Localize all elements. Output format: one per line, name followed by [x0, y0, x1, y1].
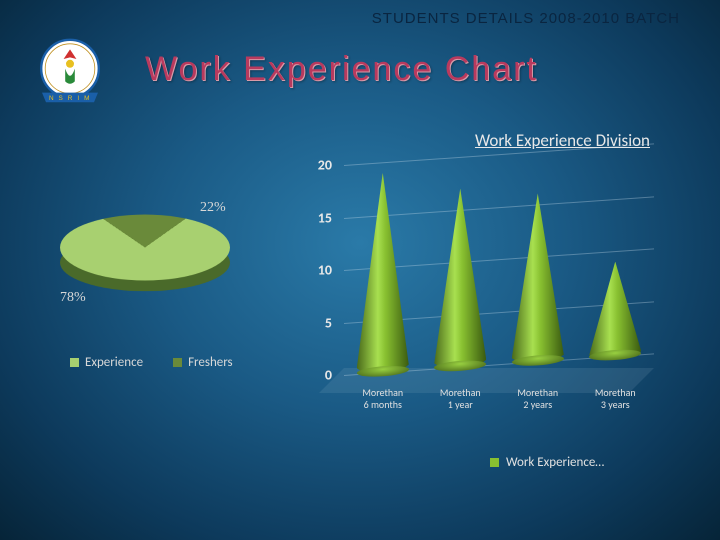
y-tick: 10	[318, 262, 332, 279]
pie-slice-label: 78%	[60, 290, 86, 306]
pie-slice-label: 22%	[200, 200, 226, 216]
legend-label: Freshers	[188, 355, 233, 370]
legend-swatch	[173, 358, 182, 367]
y-tick: 5	[325, 314, 332, 331]
pie-legend: Experience Freshers	[70, 355, 233, 370]
x-tick: Morethan2 years	[499, 387, 577, 411]
y-tick: 20	[318, 157, 332, 174]
header-subtitle: Students Details 2008-2010 Batch	[372, 10, 680, 27]
y-axis: 20 15 10 5 0	[310, 165, 340, 375]
x-tick: Morethan6 months	[344, 387, 422, 411]
legend-swatch	[70, 358, 79, 367]
legend-swatch	[490, 458, 499, 467]
institute-logo: N S R I M	[30, 35, 110, 115]
cone-bar	[357, 171, 409, 374]
x-tick: Morethan1 year	[422, 387, 500, 411]
cone-bar	[512, 192, 564, 364]
cone-bar	[589, 260, 641, 358]
page-title: Work Experience Chart	[145, 50, 538, 89]
x-axis: Morethan6 months Morethan1 year Morethan…	[344, 387, 654, 411]
plot-area	[344, 143, 654, 375]
cone-legend: Work Experience…	[490, 455, 604, 470]
x-tick: Morethan3 years	[577, 387, 655, 411]
svg-text:N S R I M: N S R I M	[49, 95, 91, 102]
cone-chart: 20 15 10 5 0 Morethan6 months Morethan1 …	[310, 165, 680, 425]
legend-label: Work Experience…	[506, 455, 604, 470]
legend-item: Freshers	[173, 355, 233, 370]
cone-bar	[434, 187, 486, 369]
y-tick: 15	[318, 209, 332, 226]
legend-label: Experience	[85, 355, 143, 370]
legend-item: Experience	[70, 355, 143, 370]
